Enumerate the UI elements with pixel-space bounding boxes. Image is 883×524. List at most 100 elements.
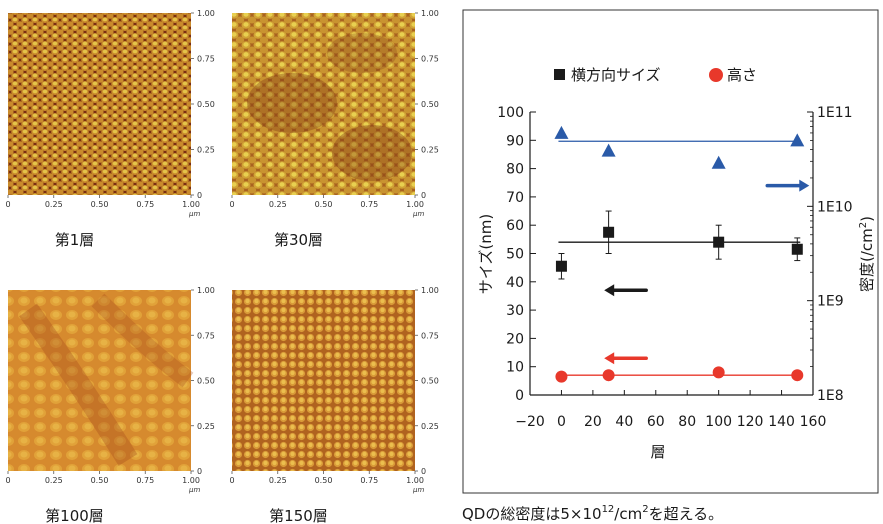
- afm-xtick-label: 1.00: [406, 200, 424, 209]
- afm-caption: 第150層: [269, 507, 328, 524]
- y-ticks: 0 10 20 30 40 50 60 70 80 90 100: [497, 105, 536, 404]
- x-tick-label: 40: [615, 414, 633, 430]
- afm-ytick-label: 1.00: [421, 286, 439, 295]
- afm-xtick-label: 0.25: [45, 476, 63, 485]
- legend-label-height: 高さ: [727, 66, 757, 84]
- y-tick-label: 90: [506, 133, 524, 149]
- legend-label-lateral-size: 横方向サイズ: [571, 66, 661, 84]
- afm-ytick-label: 0.75: [421, 55, 439, 64]
- plot-area: [554, 125, 810, 383]
- afm-xtick-label: 0.50: [315, 476, 333, 485]
- x-tick-label: 120: [737, 414, 764, 430]
- arrow-head: [604, 284, 615, 297]
- afm-ytick-label: 0.75: [197, 55, 215, 64]
- afm-ytick-label: 0: [197, 467, 202, 476]
- afm-xtick-label: 1.00: [182, 200, 200, 209]
- chart-axes: 0 10 20 30 40 50 60 70 80 90 100 1E8 1E9 1E10 1E11 −2…: [497, 105, 852, 430]
- legend-circle-marker: [709, 68, 723, 82]
- afm-ytick-label: 0: [197, 191, 202, 200]
- arrow-head: [604, 352, 615, 365]
- afm-ytick-label: 0.50: [197, 377, 215, 386]
- afm-unit: μm: [188, 486, 200, 494]
- footnote-exp: 12: [602, 504, 615, 515]
- series-3: [554, 125, 805, 169]
- footnote-prefix: QDの総密度は5×10: [462, 505, 602, 523]
- series-2: [555, 366, 804, 383]
- afm-caption: 第1層: [55, 231, 95, 249]
- afm-panels: 00.250.500.751.000 0.25 0.50 0.75 1.00μm第1層0…: [5, 9, 438, 524]
- afm-caption: 第100層: [45, 507, 104, 524]
- y-tick-label: 50: [506, 247, 524, 263]
- data-point-circle: [712, 366, 725, 379]
- afm-xtick-label: 0: [5, 200, 10, 209]
- series-1: [555, 210, 803, 280]
- afm-ytick-label: 0.75: [421, 331, 439, 340]
- arrow-left: [604, 284, 648, 297]
- afm-ytick-label: 0.25: [421, 422, 439, 431]
- data-point-triangle: [554, 125, 569, 139]
- afm-unit: μm: [188, 210, 200, 218]
- afm-xtick-label: 1.00: [182, 476, 200, 485]
- y2-tick-label: 1E11: [817, 105, 853, 121]
- y2-label-close: ): [858, 216, 876, 222]
- x-tick-label: 0: [557, 414, 566, 430]
- y-tick-label: 30: [506, 303, 524, 319]
- afm-image: [8, 290, 191, 471]
- data-point-square: [713, 236, 725, 248]
- x-axis-label: 層: [650, 443, 665, 461]
- y-tick-label: 80: [506, 162, 524, 178]
- data-point-triangle: [711, 155, 726, 169]
- afm-unit: μm: [412, 486, 424, 494]
- afm-panel-4: 00.250.500.751.000 0.25 0.50 0.75 1.00μm第150…: [229, 286, 438, 524]
- data-point-circle: [555, 370, 568, 383]
- afm-xtick-label: 0.25: [269, 476, 287, 485]
- afm-xtick-label: 0.75: [136, 200, 154, 209]
- y2-tick-label: 1E10: [817, 199, 853, 215]
- afm-xtick-label: 0: [5, 476, 10, 485]
- afm-xtick-label: 0.25: [269, 200, 287, 209]
- legend-square-marker: [554, 69, 565, 80]
- x-ticks: −20 0 20 40 60 80 100 120 140 160: [515, 390, 826, 430]
- afm-ytick-label: 1.00: [197, 9, 215, 18]
- afm-xtick-label: 0.50: [91, 476, 109, 485]
- x-tick-label: 60: [647, 414, 665, 430]
- footnote: QDの総密度は5×1012/cm2を超える。: [462, 504, 723, 523]
- afm-ytick-label: 0: [421, 467, 426, 476]
- y-tick-label: 20: [506, 331, 524, 347]
- data-point-square: [791, 243, 803, 255]
- afm-ytick-label: 0.50: [197, 100, 215, 109]
- afm-xtick-label: 1.00: [406, 476, 424, 485]
- afm-xtick-label: 0.75: [136, 476, 154, 485]
- afm-shade: [327, 33, 397, 73]
- data-point-square: [603, 226, 615, 238]
- afm-xtick-label: 0: [229, 476, 234, 485]
- x-tick-label: 160: [800, 414, 827, 430]
- arrow-head: [799, 179, 810, 192]
- y2-label-exp: 2: [858, 222, 869, 228]
- x-tick-label: 80: [678, 414, 696, 430]
- afm-ytick-label: 0.25: [197, 146, 215, 155]
- afm-xtick-label: 0.75: [360, 476, 378, 485]
- y-tick-label: 40: [506, 275, 524, 291]
- x-tick-label: −20: [515, 414, 545, 430]
- y2-ticks: 1E8 1E9 1E10 1E11: [807, 105, 853, 404]
- y2-tick-label: 1E8: [817, 388, 844, 404]
- y-tick-label: 100: [497, 105, 524, 121]
- afm-shade: [19, 303, 138, 466]
- afm-caption: 第30層: [274, 231, 323, 249]
- chart-legend: 横方向サイズ 高さ: [554, 66, 757, 84]
- footnote-mid: /cm: [614, 505, 642, 523]
- data-point-circle: [791, 369, 804, 382]
- afm-panel-3: 00.250.500.751.000 0.25 0.50 0.75 1.00μm第100…: [5, 286, 214, 524]
- afm-ytick-label: 0: [421, 191, 426, 200]
- afm-xtick-label: 0.50: [315, 200, 333, 209]
- y-tick-label: 0: [515, 388, 524, 404]
- x-tick-label: 100: [705, 414, 732, 430]
- x-tick-label: 140: [768, 414, 795, 430]
- afm-shade: [247, 73, 337, 133]
- y2-tick-label: 1E9: [817, 294, 844, 310]
- y-tick-label: 10: [506, 360, 524, 376]
